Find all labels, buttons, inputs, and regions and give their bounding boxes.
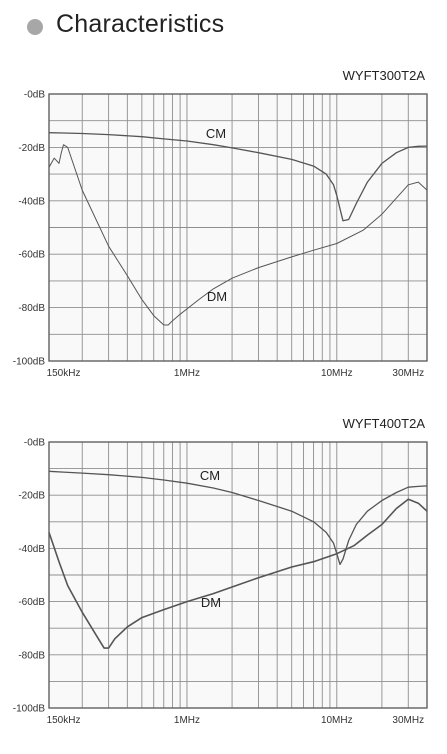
chart-1: WYFT300T2A -0dB -20dB -40dB -60dB -80dB -100dB… [13, 68, 428, 379]
y-tick-label: -100dB [13, 704, 46, 715]
plot-border [48, 93, 428, 362]
x-tick-label: 1MHz [174, 715, 200, 726]
x-tick-label: 30MHz [392, 715, 424, 726]
x-tick-label: 30MHz [392, 368, 424, 379]
bullet-dot-icon [27, 19, 43, 35]
y-tick-label: -20dB [18, 143, 45, 154]
plot-border [48, 441, 428, 709]
x-tick-label: 10MHz [321, 368, 353, 379]
series-label-cm: CM [200, 468, 220, 483]
y-tick-label: -60dB [18, 250, 45, 261]
chart-title: WYFT400T2A [343, 416, 426, 431]
y-tick-label: -100dB [13, 357, 46, 368]
y-tick-label: -40dB [18, 544, 45, 555]
section-header: Characteristics [0, 0, 447, 54]
y-tick-label: -0dB [24, 438, 45, 449]
series-line-dm [48, 498, 428, 649]
x-tick-label: 150kHz [47, 368, 81, 379]
y-tick-label: -60dB [18, 597, 45, 608]
y-tick-label: -40dB [18, 196, 45, 207]
series-label-dm: DM [201, 595, 221, 610]
chart-title: WYFT300T2A [343, 68, 426, 83]
x-tick-label: 150kHz [47, 715, 81, 726]
x-tick-label: 1MHz [174, 368, 200, 379]
section-title: Characteristics [56, 10, 225, 38]
series-line-cm [48, 470, 428, 566]
y-tick-label: -20dB [18, 491, 45, 502]
y-tick-label: -0dB [24, 90, 45, 101]
x-tick-label: 10MHz [321, 715, 353, 726]
chart-2: WYFT400T2A -0dB -20dB -40dB -60dB -80dB -100dB… [13, 416, 428, 726]
series-line-dm [48, 144, 428, 326]
y-tick-label: -80dB [18, 303, 45, 314]
y-tick-label: -80dB [18, 650, 45, 661]
series-line-cm [48, 132, 428, 222]
series-label-cm: CM [206, 126, 226, 141]
series-label-dm: DM [207, 289, 227, 304]
